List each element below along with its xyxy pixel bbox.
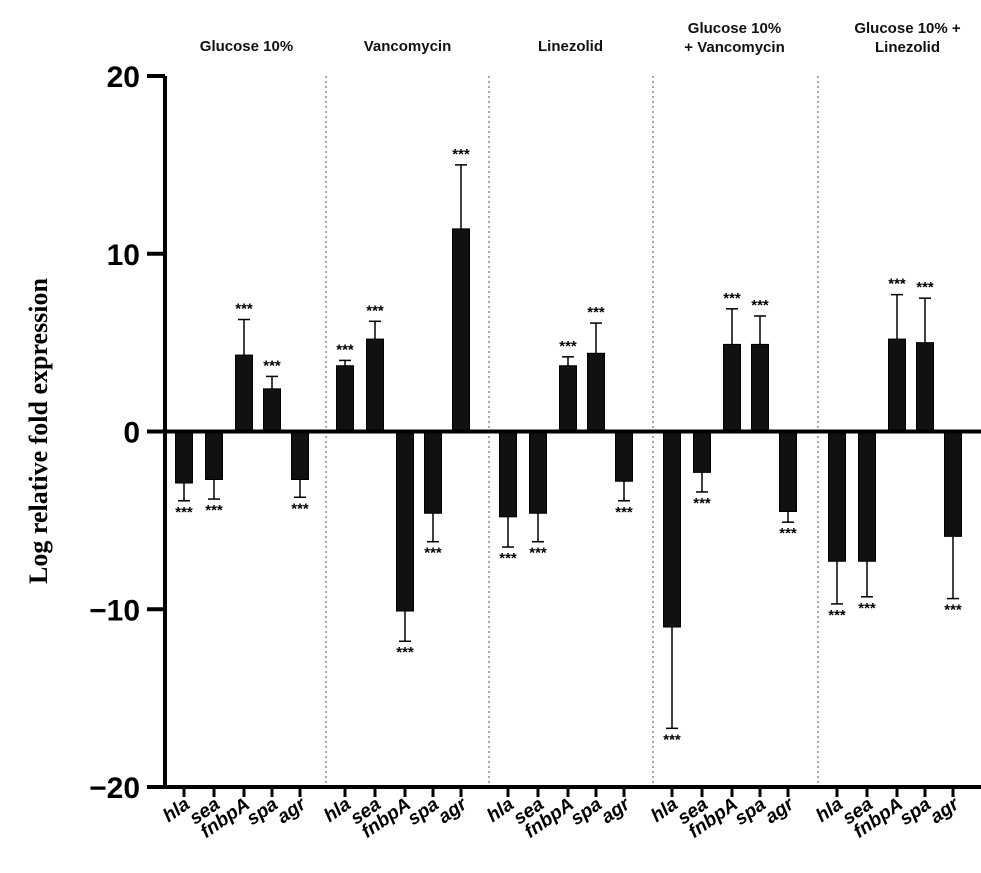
significance-label: *** (235, 301, 253, 318)
panel-titles: Glucose 10% Vancomycin Linezolid Glucose 10… (200, 20, 961, 56)
bar (529, 431, 547, 514)
bar (396, 431, 414, 612)
significance-label: *** (858, 600, 876, 617)
significance-label: *** (944, 602, 962, 619)
bar (235, 354, 253, 433)
bar (779, 431, 797, 512)
x-tick-label: agr (274, 793, 312, 828)
bars: *** *** *** *** *** *** *** *** *** *** *** *** *** *… (175, 146, 962, 748)
significance-label: *** (499, 550, 517, 567)
bar (858, 431, 876, 562)
significance-label: *** (559, 338, 577, 355)
significance-label: *** (205, 502, 223, 519)
y-tick-label: 0 (123, 417, 140, 450)
panel-title-line: Linezolid (538, 38, 603, 55)
panel-title-line: Glucose 10% (200, 38, 293, 55)
axes (163, 76, 981, 789)
significance-label: *** (615, 504, 633, 521)
significance-label: *** (452, 146, 470, 163)
y-ticks: −20 −10 0 10 20 (89, 61, 165, 805)
significance-label: *** (828, 607, 846, 624)
bar (693, 431, 711, 473)
bar (175, 431, 193, 484)
significance-label: *** (663, 731, 681, 748)
bar (291, 431, 309, 480)
panel-title-line: Linezolid (875, 39, 940, 56)
bar (424, 431, 442, 514)
bar (336, 365, 354, 433)
bar (366, 338, 384, 433)
bar (587, 352, 605, 433)
y-axis-label: Log relative fold expression (24, 277, 53, 584)
panel-title-line: Vancomycin (364, 38, 452, 55)
bar (452, 228, 470, 432)
panel-title-line: Glucose 10% (688, 20, 781, 37)
significance-label: *** (751, 297, 769, 314)
x-tick-label: agr (435, 793, 473, 828)
significance-label: *** (175, 504, 193, 521)
significance-label: *** (396, 644, 414, 661)
significance-label: *** (723, 290, 741, 307)
bar (205, 431, 223, 480)
significance-label: *** (366, 302, 384, 319)
bar (663, 431, 681, 628)
y-tick-label: 10 (107, 239, 140, 272)
significance-label: *** (336, 341, 354, 358)
bar (751, 343, 769, 432)
significance-label: *** (693, 495, 711, 512)
significance-label: *** (529, 545, 547, 562)
bar (828, 431, 846, 562)
significance-label: *** (291, 500, 309, 517)
bar (499, 431, 517, 518)
bar (615, 431, 633, 482)
significance-label: *** (263, 357, 281, 374)
bar (559, 365, 577, 433)
significance-label: *** (888, 276, 906, 293)
bar (944, 431, 962, 537)
significance-label: *** (779, 525, 797, 542)
significance-label: *** (424, 545, 442, 562)
bar (916, 342, 934, 432)
significance-label: *** (587, 304, 605, 321)
x-tick-label: agr (927, 793, 965, 828)
x-tick-label: agr (598, 793, 636, 828)
x-tick-label: agr (762, 793, 800, 828)
significance-label: *** (916, 279, 934, 296)
panel-title-line: Glucose 10% + (854, 20, 961, 37)
bar (888, 338, 906, 433)
y-tick-label: −10 (89, 594, 140, 627)
bar (263, 388, 281, 432)
bar (723, 343, 741, 432)
y-tick-label: 20 (107, 61, 140, 94)
panel-title-line: + Vancomycin (684, 39, 784, 56)
y-tick-label: −20 (89, 772, 140, 805)
